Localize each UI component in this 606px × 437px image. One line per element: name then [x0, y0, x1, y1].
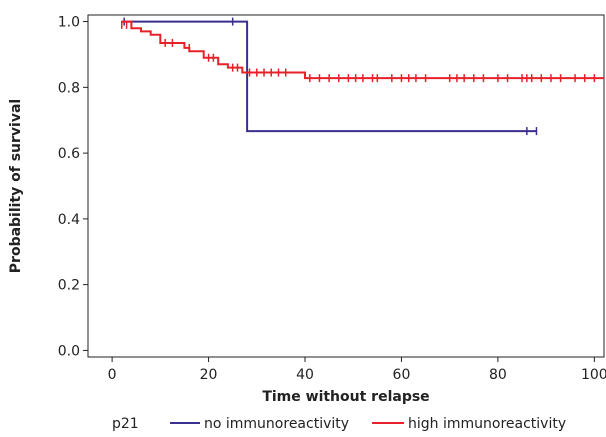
y-tick-label: 0.4 [58, 212, 80, 228]
x-tick-label: 60 [393, 367, 411, 383]
x-tick-label: 20 [200, 367, 218, 383]
legend-label-high-immunoreactivity: high immunoreactivity [408, 416, 566, 432]
y-tick-label: 0.0 [58, 343, 80, 359]
x-axis: 0 20 40 60 80 100 [108, 357, 606, 383]
y-tick-label: 0.8 [58, 80, 80, 96]
x-tick-label: 0 [108, 367, 117, 383]
y-axis: 0.0 0.2 0.4 0.6 0.8 1.0 [58, 15, 88, 359]
series-line-high-immunoreactivity [121, 20, 604, 80]
series-layer [121, 17, 604, 136]
y-tick-label: 0.6 [58, 146, 80, 162]
x-axis-title: Time without relapse [262, 389, 429, 405]
legend-title: p21 [112, 416, 139, 432]
legend: p21 no immunoreactivity high immunoreact… [112, 416, 566, 432]
y-axis-title: Probability of survival [8, 99, 24, 273]
plot-frame [87, 14, 605, 358]
series-line-no-immunoreactivity [121, 20, 537, 133]
x-tick-label: 80 [489, 367, 507, 383]
y-tick-label: 1.0 [58, 15, 80, 31]
x-tick-label: 100 [581, 367, 606, 383]
legend-label-no-immunoreactivity: no immunoreactivity [204, 416, 349, 432]
y-tick-label: 0.2 [58, 278, 80, 294]
x-tick-label: 40 [296, 367, 314, 383]
